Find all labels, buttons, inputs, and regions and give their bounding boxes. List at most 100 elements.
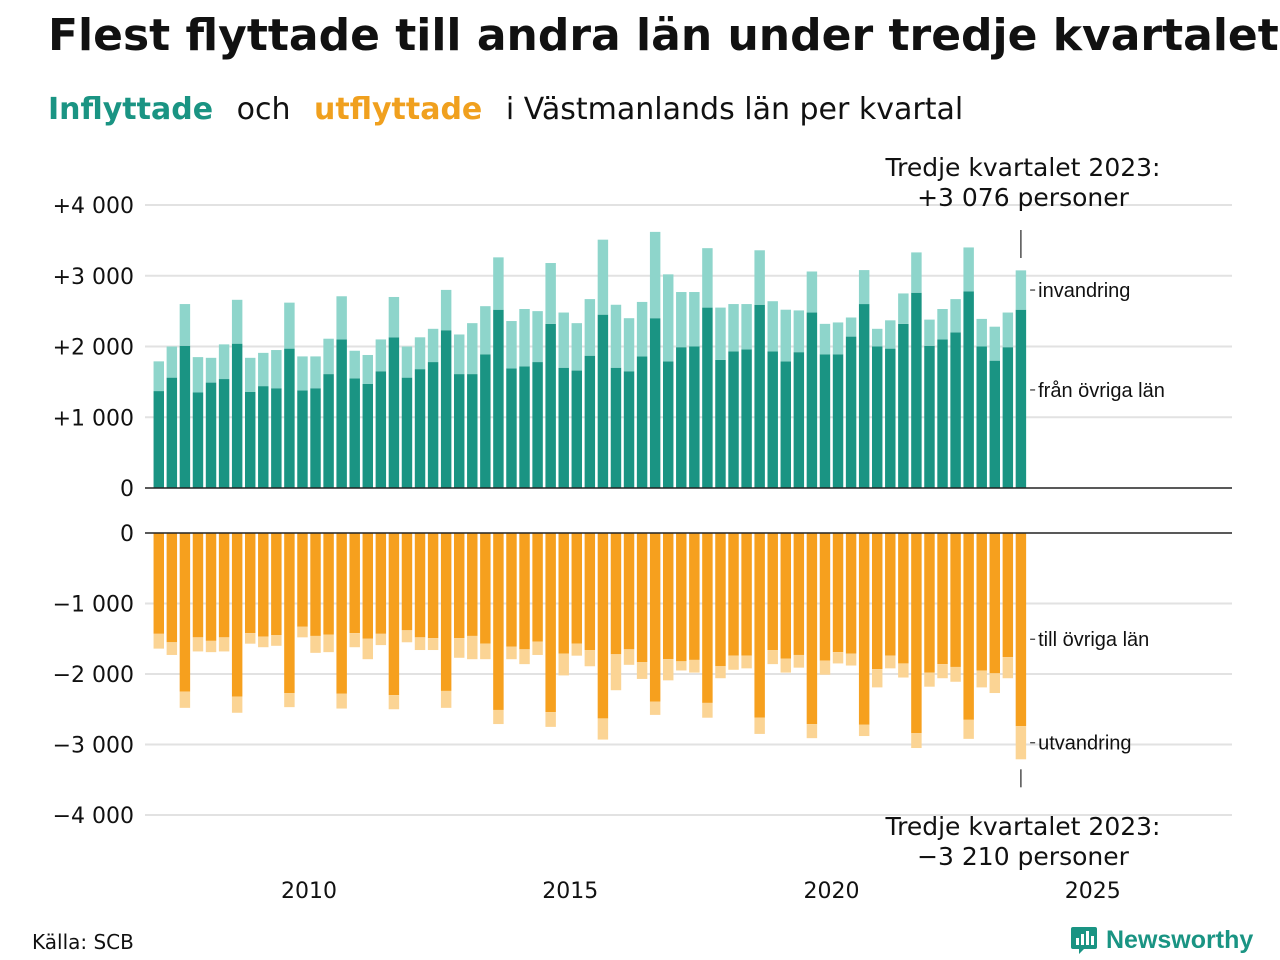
bar-in-lan — [440, 330, 452, 488]
bar-in-invandring — [702, 248, 713, 308]
bar-in-lan — [858, 304, 870, 488]
series-label-till-ovriga-lan: till övriga län — [1038, 629, 1149, 651]
bar-out-utvandring — [806, 724, 818, 739]
bar-in-lan — [427, 362, 439, 488]
y-tick-label: −2 000 — [53, 663, 134, 688]
bar-chart: +4 000 +3 000 +2 000 +1 000 0 0 −1 000 −2 000 −3… — [53, 153, 1232, 904]
bar-in-invandring — [976, 318, 987, 347]
bar-in-lan — [519, 366, 530, 488]
bar-in-lan — [741, 349, 752, 488]
bar-in-lan — [715, 359, 726, 488]
bar-out-lan — [950, 533, 961, 667]
bar-out-utvandring — [754, 717, 765, 734]
bar-out-utvandring — [480, 643, 491, 660]
x-tick-label: 2020 — [804, 879, 860, 904]
bar-out-utvandring — [898, 663, 909, 678]
source-label: Källa: SCB — [32, 930, 134, 954]
y-tick-label: +4 000 — [53, 194, 134, 219]
bar-in-lan — [728, 351, 739, 488]
bar-out-utvandring — [793, 654, 805, 668]
annotation-bottom-line1: Tredje kvartalet 2023: — [885, 812, 1161, 841]
bar-out-lan — [297, 533, 308, 627]
bar-out-utvandring — [349, 633, 360, 648]
bar-out-lan — [689, 533, 700, 660]
bar-out-lan — [153, 533, 165, 634]
bar-in-lan — [689, 346, 700, 488]
bar-in-invandring — [297, 356, 308, 391]
bar-in-invandring — [610, 304, 622, 368]
bar-in-invandring — [793, 310, 805, 353]
bar-in-lan — [702, 307, 713, 488]
bar-in-lan — [388, 337, 400, 488]
subtitle-utflyttade: utflyttade — [314, 92, 483, 127]
annotation-top-line2: +3 076 personer — [917, 183, 1130, 212]
bar-in-lan — [284, 348, 295, 488]
bar-out-lan — [388, 533, 400, 696]
bar-in-invandring — [571, 323, 583, 371]
bar-out-utvandring — [885, 655, 896, 669]
bar-in-lan — [271, 388, 282, 488]
bar-in-invandring — [963, 247, 974, 292]
bar-out-lan — [911, 533, 922, 734]
bar-out-lan — [780, 533, 792, 659]
newsworthy-logo-icon — [1071, 927, 1097, 954]
bar-out-lan — [924, 533, 935, 673]
bar-out-utvandring — [414, 637, 426, 651]
bar-out-utvandring — [924, 672, 935, 687]
bar-in-lan — [924, 345, 935, 488]
bar-in-invandring — [532, 311, 543, 363]
bar-in-invandring — [388, 296, 400, 338]
bar-out-lan — [480, 533, 491, 644]
x-tick-label: 2015 — [542, 879, 598, 904]
bar-out-utvandring — [519, 649, 530, 665]
bar-out-lan — [963, 533, 974, 720]
bar-in-invandring — [323, 338, 334, 375]
bar-out-utvandring — [388, 695, 400, 710]
bar-in-invandring — [819, 323, 831, 355]
bar-out-utvandring — [571, 643, 583, 656]
bar-in-lan — [845, 336, 857, 488]
bar-in-lan — [349, 378, 360, 488]
bar-in-invandring — [258, 352, 269, 387]
bar-in-invandring — [871, 328, 883, 347]
bar-out-utvandring — [310, 635, 321, 653]
bar-out-lan — [741, 533, 752, 656]
bar-out-utvandring — [1015, 726, 1027, 760]
bar-in-invandring — [649, 231, 661, 319]
bar-out-lan — [989, 533, 1001, 674]
bar-in-lan — [898, 323, 909, 488]
bar-out-lan — [506, 533, 517, 647]
bar-in-lan — [218, 379, 230, 488]
bar-out-utvandring — [467, 635, 478, 660]
bar-in-invandring — [427, 328, 439, 363]
bar-out-lan — [662, 533, 674, 660]
bar-out-lan — [819, 533, 831, 661]
bar-in-lan — [532, 362, 543, 488]
bar-out-utvandring — [623, 649, 635, 665]
bar-in-invandring — [192, 357, 204, 393]
bar-out-lan — [1015, 533, 1027, 727]
bar-in-invandring — [480, 306, 491, 355]
bar-out-utvandring — [767, 650, 778, 665]
bar-in-invandring — [911, 252, 922, 293]
bar-out-utvandring — [845, 653, 857, 666]
bar-in-invandring — [741, 304, 752, 350]
bar-out-utvandring — [702, 702, 713, 718]
bar-out-lan — [349, 533, 360, 634]
bar-out-utvandring — [963, 719, 974, 739]
bar-in-lan — [610, 367, 622, 488]
bar-in-invandring — [623, 318, 635, 372]
bar-out-lan — [937, 533, 948, 665]
bar-out-utvandring — [493, 709, 504, 725]
bar-out-lan — [976, 533, 987, 671]
bar-out-lan — [323, 533, 334, 635]
bar-in-invandring — [271, 350, 282, 389]
bar-out-utvandring — [532, 641, 543, 655]
bar-out-utvandring — [584, 650, 596, 667]
bar-out-lan — [728, 533, 739, 656]
bar-out-lan — [192, 533, 204, 638]
y-tick-label: −4 000 — [53, 804, 134, 829]
bar-in-invandring — [1002, 312, 1014, 348]
bar-out-lan — [584, 533, 596, 651]
bar-out-utvandring — [911, 733, 922, 749]
